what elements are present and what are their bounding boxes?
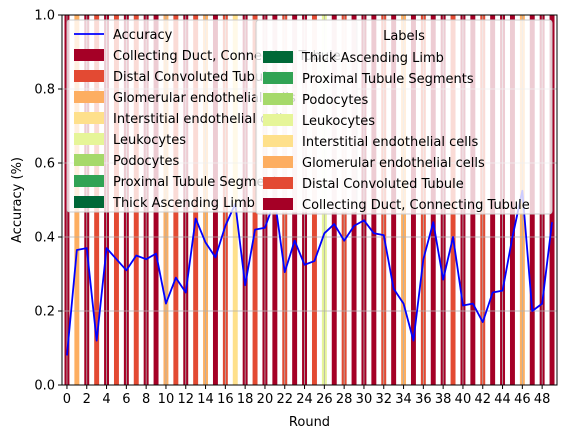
labels-legend-entry: Interstitial endothelial cells [302, 135, 478, 150]
y-tick-label: 0.2 [34, 305, 55, 320]
legend-color-swatch [74, 112, 104, 124]
labels-legend-entry: Leukocytes [302, 114, 375, 129]
x-tick-label: 34 [395, 392, 412, 407]
labels-legend: Labels Thick Ascending Limb Proximal Tubul… [256, 20, 552, 214]
legend-color-swatch [74, 49, 104, 61]
x-tick-label: 44 [494, 392, 511, 407]
legend-color-swatch [74, 91, 104, 103]
y-tick-label: 1.0 [34, 9, 55, 24]
x-tick-label: 18 [237, 392, 254, 407]
x-tick-label: 12 [177, 392, 194, 407]
legend-color-swatch [74, 175, 104, 187]
legend-entry-label: Podocytes [113, 154, 179, 169]
legend-entry-label: Distal Convoluted Tubule [113, 70, 275, 85]
labels-legend-entry: Proximal Tubule Segments [302, 72, 474, 87]
labels-legend-entry: Distal Convoluted Tubule [302, 177, 464, 192]
x-tick-label: 4 [102, 392, 110, 407]
x-tick-label: 36 [415, 392, 432, 407]
x-tick-label: 26 [316, 392, 333, 407]
x-tick-label: 48 [534, 392, 551, 407]
x-tick-label: 2 [83, 392, 91, 407]
x-tick-label: 42 [474, 392, 491, 407]
x-tick-label: 28 [336, 392, 353, 407]
x-tick-label: 22 [276, 392, 293, 407]
x-tick-label: 8 [142, 392, 150, 407]
labels-legend-swatch [263, 51, 293, 63]
labels-legend-swatch [263, 114, 293, 126]
legend-entry-label: Accuracy [113, 28, 173, 43]
labels-legend-swatch [263, 156, 293, 168]
x-axis-label: Round [289, 415, 330, 430]
labels-legend-entry: Thick Ascending Limb [301, 51, 444, 66]
x-tick-label: 14 [197, 392, 214, 407]
legend-entry-label: Leukocytes [113, 133, 186, 148]
labels-legend-swatch [263, 177, 293, 189]
labels-legend-entry: Collecting Duct, Connecting Tubule [302, 198, 530, 213]
legend-color-swatch [74, 196, 104, 208]
x-tick-label: 30 [356, 392, 373, 407]
x-tick-label: 16 [217, 392, 234, 407]
labels-legend-swatch [263, 135, 293, 147]
y-tick-label: 0.6 [34, 157, 55, 172]
y-axis-label: Accuracy (%) [10, 157, 25, 243]
labels-legend-swatch [263, 72, 293, 84]
legend-color-swatch [74, 133, 104, 145]
labels-legend-swatch [263, 198, 293, 210]
labels-legend-entry: Glomerular endothelial cells [302, 156, 485, 171]
labels-legend-entry: Podocytes [302, 93, 368, 108]
x-tick-label: 32 [375, 392, 392, 407]
x-tick-label: 6 [122, 392, 130, 407]
y-tick-label: 0.0 [34, 379, 55, 394]
x-tick-label: 0 [63, 392, 71, 407]
x-tick-label: 10 [158, 392, 175, 407]
legend-color-swatch [74, 70, 104, 82]
labels-legend-swatch [263, 93, 293, 105]
x-tick-label: 46 [514, 392, 531, 407]
legend-entry-label: Thick Ascending Limb [112, 196, 255, 211]
y-tick-label: 0.4 [34, 231, 55, 246]
x-tick-label: 40 [455, 392, 472, 407]
labels-legend-title: Labels [383, 29, 425, 44]
x-tick-label: 20 [257, 392, 274, 407]
x-tick-label: 38 [435, 392, 452, 407]
x-tick-label: 24 [296, 392, 313, 407]
legend-color-swatch [74, 154, 104, 166]
y-tick-label: 0.8 [34, 83, 55, 98]
